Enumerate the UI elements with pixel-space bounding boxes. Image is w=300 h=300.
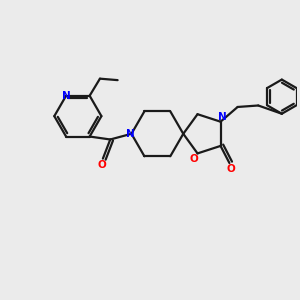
Text: O: O bbox=[226, 164, 235, 174]
Text: O: O bbox=[190, 154, 198, 164]
Text: N: N bbox=[126, 129, 135, 139]
Text: N: N bbox=[62, 91, 70, 101]
Text: O: O bbox=[97, 160, 106, 170]
Text: N: N bbox=[218, 112, 226, 122]
